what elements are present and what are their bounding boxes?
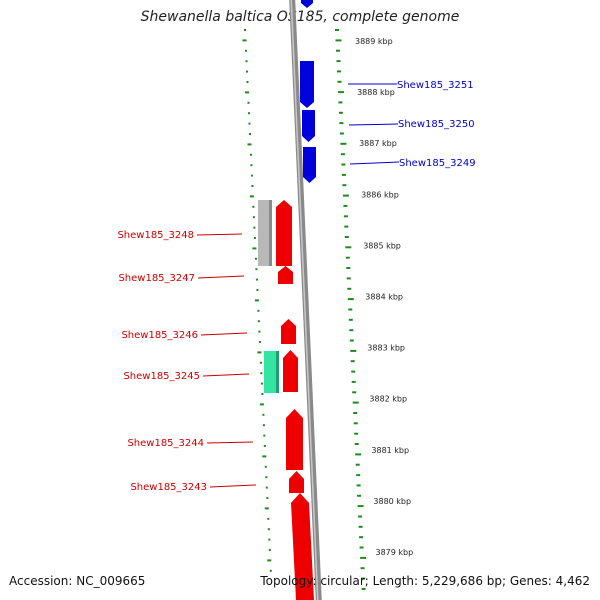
kbp-label: 3883 kbp	[367, 344, 405, 353]
leader-line	[202, 373, 250, 377]
gene-label-shew185-3248[interactable]: Shew185_3248	[117, 230, 194, 241]
leader-line	[348, 123, 399, 126]
topology-text: Topology: circular; Length: 5,229,686 bp…	[260, 574, 590, 588]
kbp-label: 3881 kbp	[371, 446, 409, 455]
leader-line	[206, 441, 254, 444]
leader-line	[200, 332, 248, 336]
gene-shew185-3246[interactable]	[281, 319, 296, 344]
gray-feature	[258, 200, 272, 266]
genome-backbone-highlight	[290, 0, 319, 600]
gene-label-shew185-3249[interactable]: Shew185_3249	[399, 158, 476, 169]
gene-label-shew185-3246[interactable]: Shew185_3246	[121, 330, 198, 341]
kbp-label: 3886 kbp	[361, 190, 399, 199]
gene-shew185-3251[interactable]	[300, 61, 314, 108]
partial-gene-top	[301, 0, 313, 8]
accession-text: Accession: NC_009665	[9, 574, 146, 588]
gene-shew185-3247[interactable]	[278, 266, 293, 284]
gene-label-shew185-3250[interactable]: Shew185_3250	[398, 119, 475, 130]
kbp-label: 3884 kbp	[365, 293, 403, 302]
gene-shew185-3249[interactable]	[303, 147, 316, 183]
gene-shew185-3245[interactable]	[283, 350, 298, 392]
teal-feature	[264, 351, 279, 393]
gene-label-shew185-3244[interactable]: Shew185_3244	[127, 438, 204, 449]
gene-label-shew185-3251[interactable]: Shew185_3251	[397, 80, 474, 91]
gene-shew185-3248[interactable]	[276, 200, 292, 266]
right-tick-ruler	[335, 29, 367, 590]
leader-line	[349, 161, 400, 165]
gene-shew185-3250[interactable]	[302, 110, 315, 142]
kbp-label: 3882 kbp	[369, 395, 407, 404]
gene-bottom-large	[291, 493, 314, 600]
kbp-label: 3885 kbp	[363, 241, 401, 250]
gene-label-shew185-3243[interactable]: Shew185_3243	[130, 482, 207, 493]
kbp-scale: 3889 kbp 3888 kbp 3887 kbp 3886 kbp 3885 kbp…	[355, 37, 413, 557]
teal-feature-edge	[276, 351, 279, 393]
kbp-label: 3887 kbp	[359, 139, 397, 148]
leader-line	[196, 233, 243, 236]
gray-feature-edge	[269, 200, 272, 266]
kbp-label: 3888 kbp	[357, 88, 395, 97]
gene-shew185-3243[interactable]	[289, 471, 304, 493]
gene-label-shew185-3247[interactable]: Shew185_3247	[118, 273, 195, 284]
gene-shew185-3244[interactable]	[286, 409, 303, 470]
kbp-label: 3889 kbp	[355, 37, 393, 46]
genome-backbone	[289, 0, 322, 600]
leader-line	[197, 275, 245, 279]
left-tick-ruler	[242, 29, 272, 572]
kbp-label: 3879 kbp	[376, 548, 414, 557]
kbp-label: 3880 kbp	[373, 497, 411, 506]
leader-line	[209, 484, 257, 488]
genome-title: Shewanella baltica OS185, complete genom…	[140, 9, 460, 25]
gene-label-shew185-3245[interactable]: Shew185_3245	[123, 371, 200, 382]
